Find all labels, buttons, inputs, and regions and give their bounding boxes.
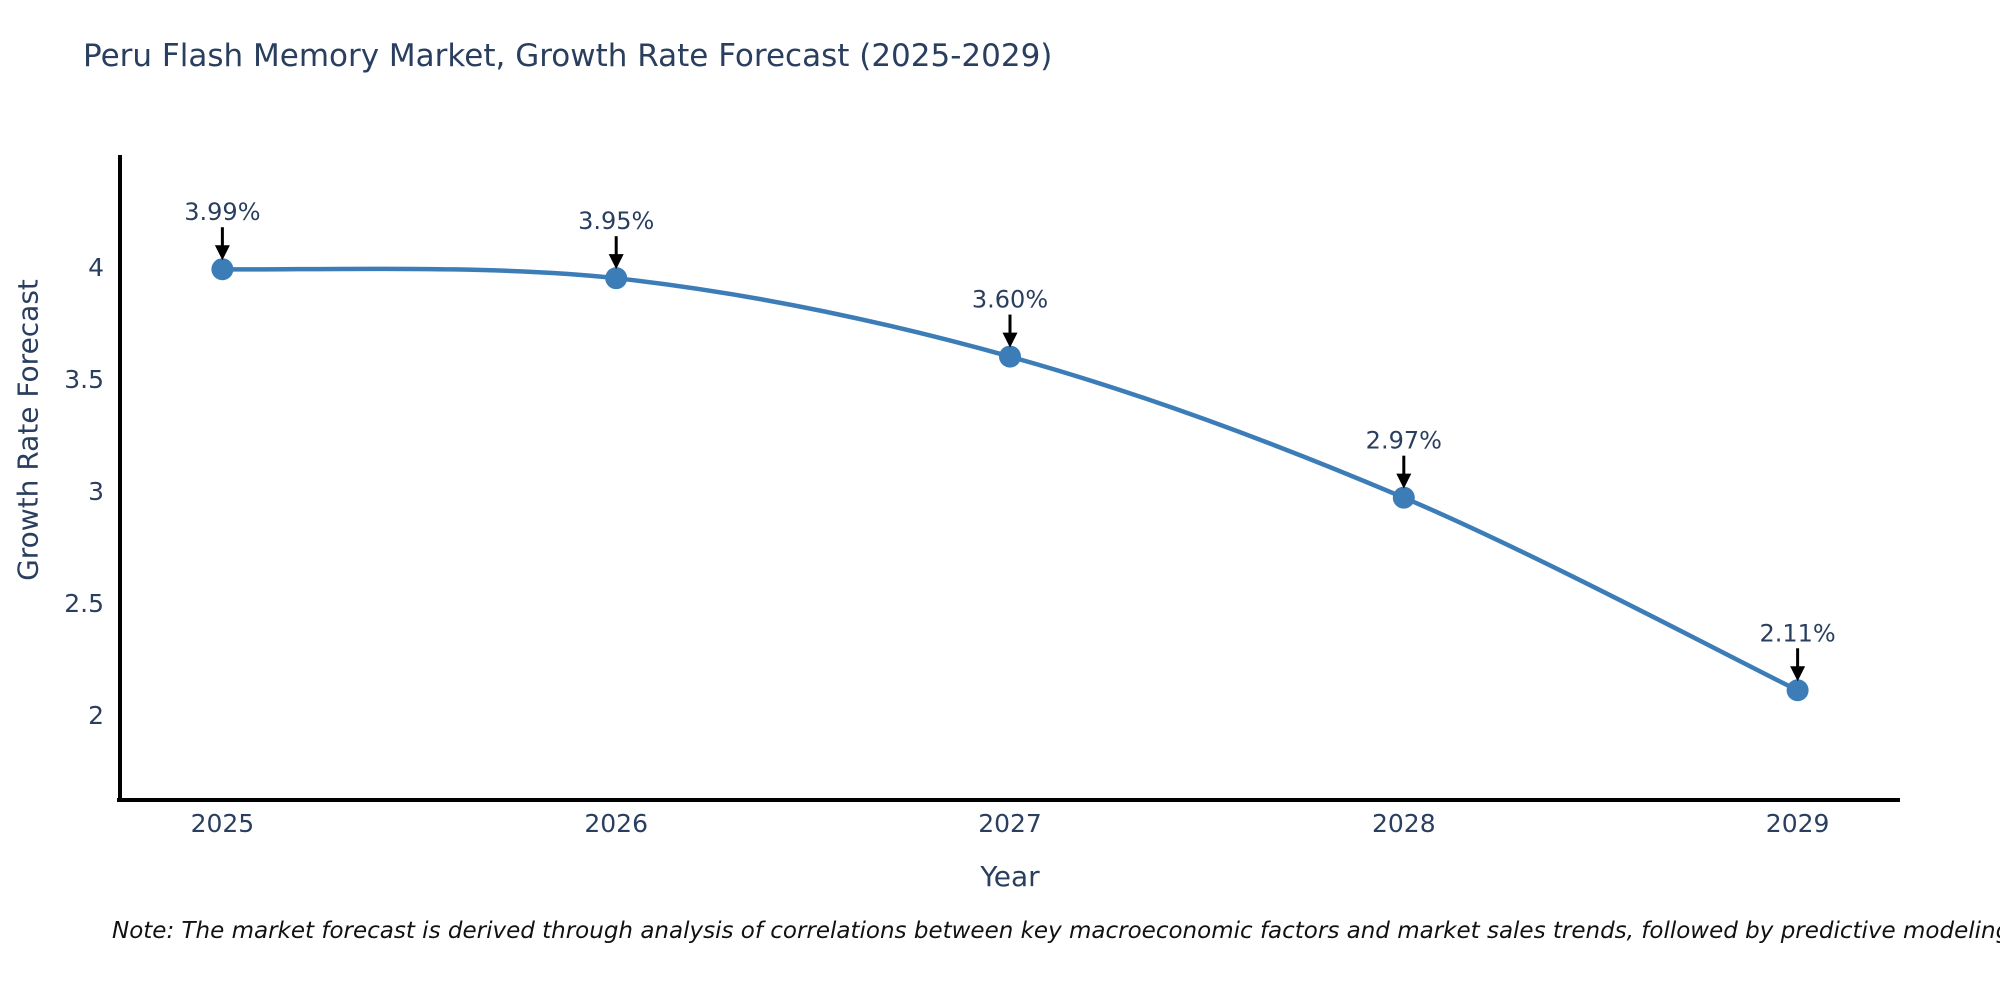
data-point-marker[interactable] xyxy=(1392,486,1415,509)
y-tick-label: 2.5 xyxy=(64,589,104,618)
data-point-marker[interactable] xyxy=(211,258,234,281)
annotation-arrowhead-icon xyxy=(1396,473,1412,489)
x-axis-title: Year xyxy=(980,860,1040,893)
data-point-marker[interactable] xyxy=(1786,679,1809,702)
y-tick-label: 4 xyxy=(88,253,104,282)
data-point-marker[interactable] xyxy=(999,345,1021,368)
annotation-label: 2.97% xyxy=(1366,427,1442,455)
annotation-arrowhead-icon xyxy=(1790,666,1806,682)
data-point-marker[interactable] xyxy=(605,267,628,290)
y-tick-label: 3 xyxy=(88,477,104,506)
annotation-arrowhead-icon xyxy=(608,254,624,270)
chart-title: Peru Flash Memory Market, Growth Rate Fo… xyxy=(83,38,1053,74)
annotation-label: 3.99% xyxy=(184,198,260,226)
annotation-label: 2.11% xyxy=(1759,619,1835,647)
x-tick-label: 2026 xyxy=(584,809,648,838)
x-tick-label: 2029 xyxy=(1766,809,1830,838)
x-tick-label: 2027 xyxy=(978,809,1042,838)
annotation-label: 3.95% xyxy=(578,207,654,235)
annotation-label: 3.60% xyxy=(972,286,1048,314)
chart-note: Note: The market forecast is derived thr… xyxy=(112,918,2000,944)
annotation-arrowhead-icon xyxy=(214,245,230,261)
x-tick-label: 2025 xyxy=(191,809,255,838)
y-tick-label: 3.5 xyxy=(64,365,104,394)
x-tick-label: 2028 xyxy=(1372,809,1436,838)
annotation-arrowhead-icon xyxy=(1002,332,1018,348)
y-tick-label: 2 xyxy=(88,701,104,730)
